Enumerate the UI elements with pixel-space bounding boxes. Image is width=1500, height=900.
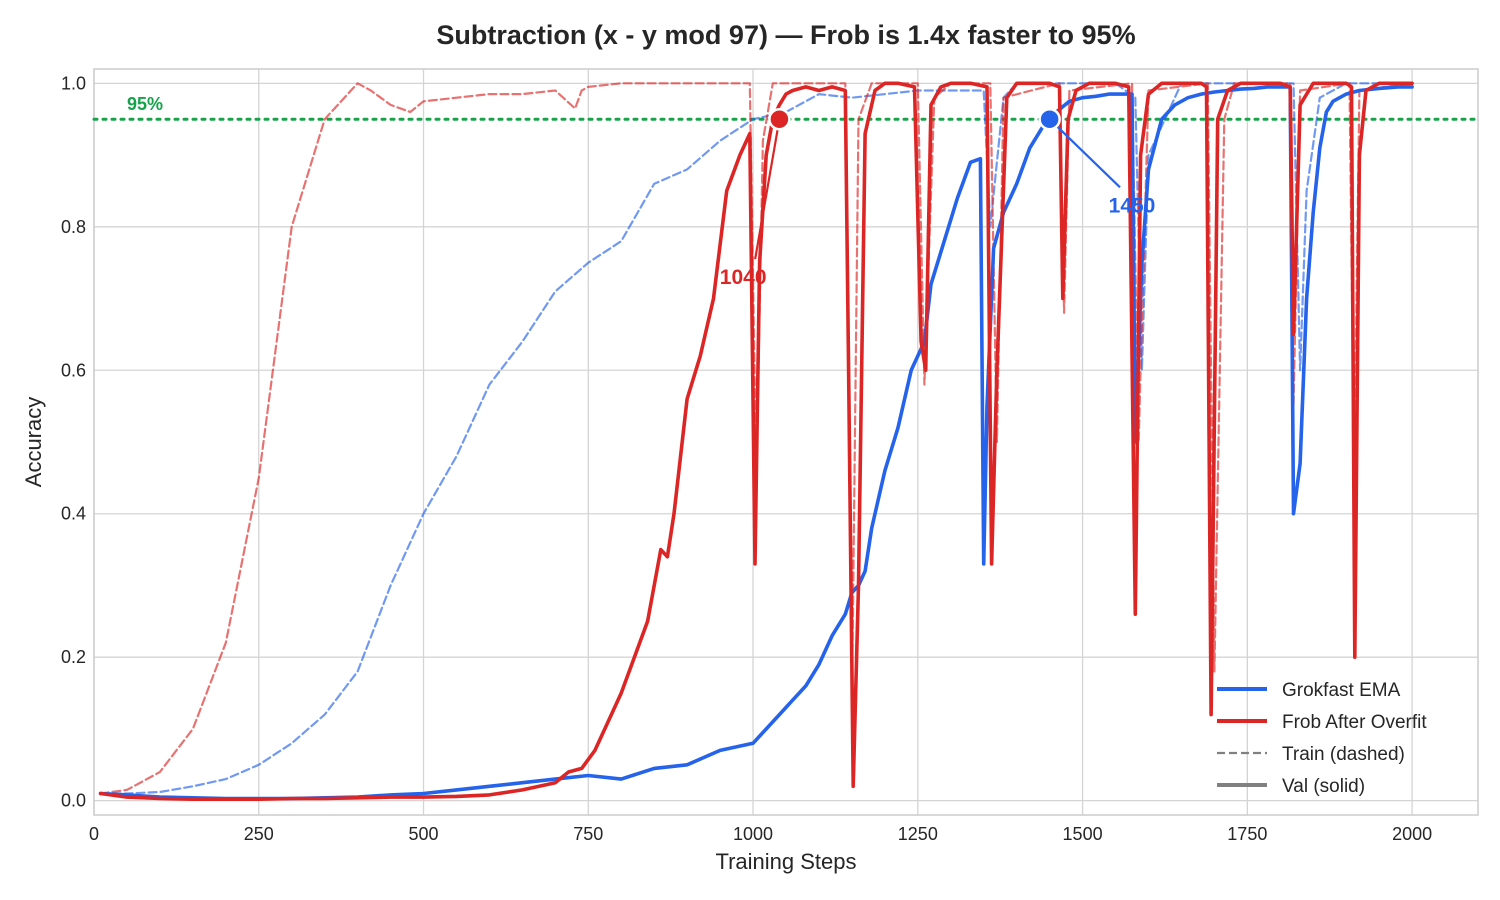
marker-layer: 1040 1450 (720, 107, 1156, 289)
legend-label: Val (solid) (1282, 776, 1365, 797)
x-tick-label: 750 (573, 824, 603, 844)
annotation-label: 1450 (1109, 194, 1156, 217)
legend: Grokfast EMA Frob After Overfit Train (das… (1217, 680, 1427, 797)
annotation-arrow (1048, 118, 1121, 189)
legend-label: Train (dashed) (1282, 744, 1405, 765)
x-tick-label: 500 (409, 824, 439, 844)
x-tick-label: 1000 (733, 824, 773, 844)
threshold-crossing-marker (768, 107, 791, 131)
series-line-grokfast-ema-val (98, 85, 1414, 801)
x-tick-label: 1500 (1063, 824, 1103, 844)
chart-title: Subtraction (x - y mod 97) — Frob is 1.4… (436, 20, 1135, 50)
annotation-label: 1040 (720, 266, 767, 289)
legend-label: Grokfast EMA (1282, 680, 1401, 701)
y-tick-label: 0.0 (61, 791, 86, 811)
threshold-crossing-marker (1038, 107, 1061, 131)
x-tick-label: 0 (89, 824, 99, 844)
y-tick-label: 0.6 (61, 360, 86, 380)
y-tick-label: 0.8 (61, 217, 86, 237)
tick-labels: 0 250 500 750 1000 1250 1500 1750 2000 0.0 0.2 0.4 0… (61, 73, 1432, 844)
x-tick-label: 250 (244, 824, 274, 844)
y-tick-label: 0.4 (61, 504, 86, 524)
y-tick-label: 1.0 (61, 73, 86, 93)
threshold-label: 95% (127, 94, 163, 114)
x-axis-label: Training Steps (715, 849, 856, 874)
x-tick-label: 1750 (1227, 824, 1267, 844)
y-axis-label: Accuracy (21, 397, 46, 487)
series-line-frob-after-overfit-val (98, 81, 1414, 801)
annotation-arrow (754, 119, 781, 260)
y-tick-label: 0.2 (61, 647, 86, 667)
x-tick-label: 1250 (898, 824, 938, 844)
series-line-frob-after-overfit-train (99, 82, 1414, 795)
legend-label: Frob After Overfit (1282, 712, 1427, 733)
series-layer (98, 81, 1414, 801)
x-tick-label: 2000 (1392, 824, 1432, 844)
plot-frame (93, 68, 1479, 816)
